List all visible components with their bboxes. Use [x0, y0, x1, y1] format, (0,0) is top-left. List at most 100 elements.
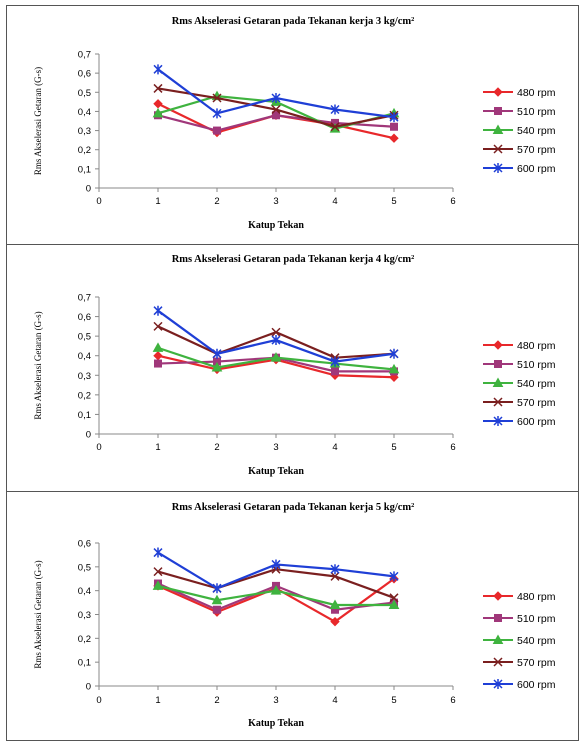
data-point — [154, 359, 162, 368]
data-point — [389, 571, 399, 582]
legend-marker — [493, 416, 503, 426]
series-600-rpm — [153, 305, 399, 367]
x-tick-label: 5 — [391, 695, 396, 706]
legend-label: 480 rpm — [517, 340, 556, 352]
y-tick-label: 0,7 — [78, 293, 91, 304]
legend-label: 600 rpm — [517, 163, 556, 175]
legend-item: 480 rpm — [483, 87, 556, 99]
chart-title: Rms Akselerasi Getaran pada Tekanan kerj… — [172, 16, 415, 27]
legend-marker — [494, 360, 502, 368]
chart-3-kg: Rms Akselerasi Getaran pada Tekanan kerj… — [33, 16, 556, 231]
legend-label: 570 rpm — [517, 144, 556, 156]
x-tick-label: 1 — [155, 442, 160, 453]
legend-item: 480 rpm — [483, 340, 556, 352]
legend-label: 540 rpm — [517, 378, 556, 390]
x-tick-label: 5 — [391, 196, 396, 207]
legend-marker — [493, 340, 503, 350]
data-point — [271, 327, 281, 337]
x-tick-label: 4 — [332, 695, 337, 706]
data-point — [390, 122, 398, 131]
data-point — [270, 585, 282, 595]
x-axis-label: Katup Tekan — [248, 220, 304, 231]
data-point — [389, 593, 399, 603]
data-point — [271, 93, 281, 104]
legend-label: 600 rpm — [517, 416, 556, 428]
y-tick-label: 0,3 — [78, 610, 91, 621]
legend-label: 540 rpm — [517, 635, 556, 647]
x-tick-label: 2 — [214, 442, 219, 453]
legend-label: 540 rpm — [517, 125, 556, 137]
data-point — [271, 559, 281, 570]
data-point — [152, 580, 164, 590]
legend-item: 540 rpm — [483, 634, 556, 647]
y-tick-label: 0,6 — [78, 539, 91, 550]
data-point — [270, 352, 282, 362]
data-point — [213, 605, 221, 614]
legend-item: 510 rpm — [483, 613, 556, 625]
data-point — [152, 107, 164, 118]
x-tick-label: 3 — [273, 442, 278, 453]
y-tick-label: 0,6 — [78, 69, 91, 80]
data-point — [153, 567, 163, 577]
data-point — [388, 363, 400, 374]
data-point — [271, 104, 281, 115]
x-tick-label: 0 — [96, 695, 101, 706]
data-point — [330, 616, 340, 627]
y-tick-label: 0,3 — [78, 126, 91, 137]
x-axis-label: Katup Tekan — [248, 466, 304, 477]
legend-item: 600 rpm — [483, 163, 556, 175]
x-tick-label: 6 — [450, 196, 455, 207]
y-axis-label: Rms Akselerasi Getaran (G-s) — [33, 311, 43, 419]
data-point — [330, 571, 340, 581]
legend-label: 570 rpm — [517, 397, 556, 409]
series-600-rpm — [153, 547, 399, 594]
legend-marker — [493, 87, 503, 97]
data-point — [212, 583, 222, 594]
data-point — [153, 321, 163, 331]
x-tick-label: 4 — [332, 196, 337, 207]
legend-label: 510 rpm — [517, 106, 556, 118]
y-tick-label: 0,5 — [78, 562, 91, 573]
legend-label: 570 rpm — [517, 657, 556, 669]
legend-label: 480 rpm — [517, 591, 556, 603]
y-tick-label: 0,2 — [78, 634, 91, 645]
x-tick-label: 2 — [214, 196, 219, 207]
data-point — [153, 547, 163, 558]
x-tick-label: 1 — [155, 695, 160, 706]
series-570-rpm — [153, 83, 399, 132]
legend-item: 600 rpm — [483, 679, 556, 691]
data-point — [152, 342, 164, 352]
data-point — [271, 335, 281, 346]
data-point — [389, 133, 399, 143]
y-tick-label: 0,3 — [78, 371, 91, 382]
data-point — [330, 356, 340, 367]
legend-item: 600 rpm — [483, 416, 556, 428]
legend-marker — [492, 124, 504, 134]
chart-panel-3-kg: Rms Akselerasi Getaran pada Tekanan kerj… — [6, 5, 579, 245]
legend-item: 570 rpm — [483, 144, 556, 156]
legend-label: 510 rpm — [517, 613, 556, 625]
y-tick-label: 0,4 — [78, 351, 91, 362]
y-tick-label: 0,5 — [78, 88, 91, 99]
x-tick-label: 0 — [96, 196, 101, 207]
legend-label: 510 rpm — [517, 359, 556, 371]
data-point — [388, 599, 400, 609]
x-tick-label: 4 — [332, 442, 337, 453]
data-point — [331, 367, 339, 376]
x-tick-label: 5 — [391, 442, 396, 453]
legend-marker — [493, 591, 503, 601]
legend-marker — [493, 397, 503, 407]
x-tick-label: 3 — [273, 695, 278, 706]
y-tick-label: 0,1 — [78, 164, 91, 175]
data-point — [389, 348, 399, 359]
chart-5-kg: Rms Akselerasi Getaran pada Tekanan kerj… — [33, 502, 556, 729]
chart-panel-5-kg: Rms Akselerasi Getaran pada Tekanan kerj… — [6, 491, 579, 741]
series-540-rpm — [152, 580, 400, 609]
data-point — [153, 99, 163, 109]
y-tick-label: 0,2 — [78, 145, 91, 156]
data-point — [153, 305, 163, 316]
legend-marker — [493, 144, 503, 154]
chart-4-kg: Rms Akselerasi Getaran pada Tekanan kerj… — [33, 254, 556, 477]
data-point — [329, 599, 341, 609]
y-tick-label: 0,4 — [78, 586, 91, 597]
